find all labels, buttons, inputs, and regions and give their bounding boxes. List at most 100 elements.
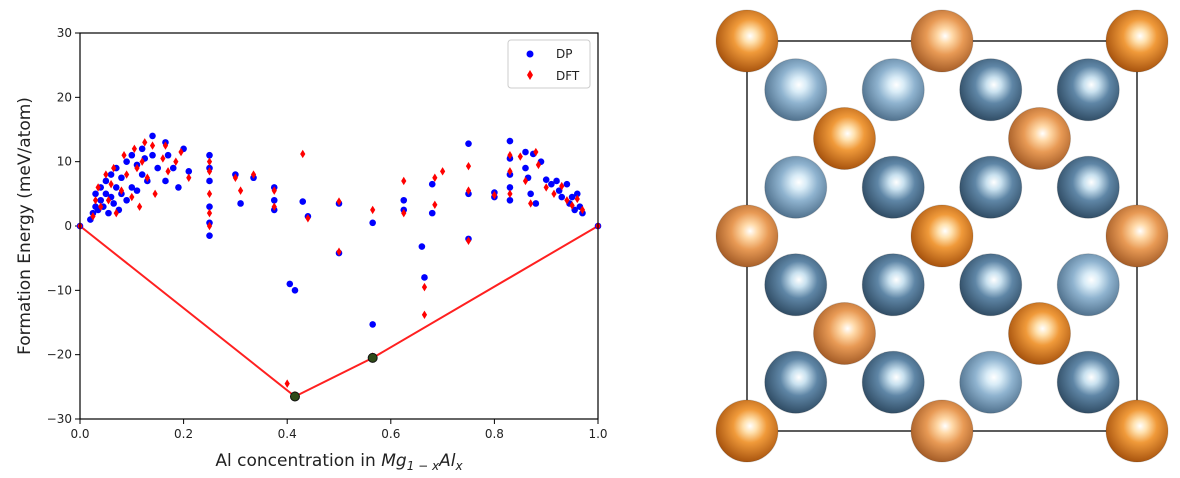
dft-point	[432, 200, 438, 209]
blue-atom	[959, 253, 1023, 317]
dft-point	[271, 202, 277, 211]
dft-point	[250, 170, 257, 179]
dft-point	[165, 167, 171, 176]
crystal-structure-image	[715, 9, 1169, 463]
dft-point	[284, 379, 290, 388]
y-tick-label: −20	[47, 348, 72, 362]
legend-dft-marker	[527, 70, 533, 80]
dp-point	[133, 187, 141, 194]
dft-point	[271, 186, 277, 195]
orange-atom	[1008, 302, 1071, 365]
orange-atom	[1105, 399, 1169, 463]
dp-point	[107, 171, 115, 178]
dp-point	[428, 180, 436, 188]
dp-point	[571, 206, 578, 214]
x-axis-label: Al concentration in Mg1 − xAlx	[215, 451, 463, 473]
dft-point	[528, 199, 534, 208]
dp-point	[138, 171, 146, 178]
legend: DP DFT	[507, 39, 591, 89]
dft-point	[517, 152, 523, 161]
dft-point	[401, 176, 407, 186]
dft-point	[98, 202, 104, 211]
legend-dft-label: DFT	[556, 69, 580, 83]
x-axis-label-sub1: 1 − x	[407, 459, 440, 473]
dft-point	[465, 236, 472, 245]
blue-atom	[959, 155, 1023, 219]
blue-atom	[764, 58, 828, 122]
dft-point	[92, 196, 99, 205]
dft-point	[421, 310, 428, 319]
dft-point	[507, 189, 513, 199]
dp-point	[465, 140, 472, 147]
dp-point	[206, 232, 213, 239]
dft-point	[131, 144, 137, 153]
dft-point	[136, 202, 143, 211]
dp-point	[92, 190, 99, 198]
dp-point	[542, 176, 550, 183]
dp-point	[237, 200, 244, 207]
dft-point	[90, 212, 96, 221]
y-tick-label: 10	[57, 155, 72, 169]
dp-point	[563, 180, 571, 188]
dp-point	[532, 200, 540, 207]
atoms-layer	[715, 9, 1169, 463]
orange-atom	[1105, 204, 1169, 268]
dp-point	[149, 151, 156, 159]
orange-atom	[813, 302, 876, 365]
dft-point	[186, 173, 192, 182]
legend-dp-marker	[526, 50, 534, 58]
dft-point	[134, 163, 140, 173]
dp-point	[369, 219, 376, 227]
dp-point	[164, 151, 172, 159]
dft-point	[579, 205, 586, 215]
dft-point	[305, 214, 311, 223]
dft-point	[559, 181, 565, 191]
orange-atom	[910, 399, 974, 463]
x-tick-label: 1.0	[588, 427, 607, 441]
dp-point	[527, 190, 534, 198]
data-points-layer	[76, 132, 602, 402]
x-axis-label-mg: Mg	[381, 451, 407, 471]
dp-point	[555, 187, 563, 194]
dft-point	[149, 141, 156, 150]
dft-point	[160, 154, 166, 163]
dp-point	[102, 190, 110, 198]
dft-point	[206, 208, 213, 218]
dft-point	[103, 170, 109, 179]
dp-point	[522, 148, 529, 156]
dp-point	[558, 193, 566, 201]
dft-point	[535, 160, 542, 170]
orange-atom	[910, 204, 974, 268]
dp-point	[522, 164, 529, 172]
dft-point	[173, 157, 179, 166]
dp-point	[506, 184, 514, 191]
dp-point	[123, 196, 130, 204]
dft-point	[370, 205, 376, 215]
legend-dp-label: DP	[556, 47, 572, 61]
dp-point	[428, 209, 436, 217]
blue-atom	[764, 253, 828, 317]
y-axis-label: Formation Energy (meV/atom)	[15, 97, 35, 355]
dft-point	[300, 149, 306, 159]
dp-point	[206, 177, 213, 185]
x-axis-label-al: Al	[438, 451, 456, 471]
dft-point	[95, 183, 101, 192]
dp-point	[112, 184, 120, 191]
dft-point	[108, 179, 114, 189]
dp-point	[206, 151, 213, 159]
orange-atom	[910, 9, 974, 73]
dft-point	[142, 138, 148, 147]
dft-point	[421, 282, 428, 292]
dp-point	[169, 164, 177, 172]
dp-point	[110, 200, 117, 207]
dp-point	[299, 198, 307, 205]
dp-point	[291, 287, 299, 294]
dp-point	[573, 190, 581, 198]
y-tick-label: −10	[47, 283, 72, 297]
blue-atom	[959, 58, 1023, 122]
dft-point	[144, 173, 150, 182]
x-tick-label: 0.8	[485, 427, 504, 441]
y-tick-label: 30	[57, 26, 72, 40]
dft-point	[129, 192, 135, 202]
x-axis-label-sub2: x	[454, 459, 463, 473]
